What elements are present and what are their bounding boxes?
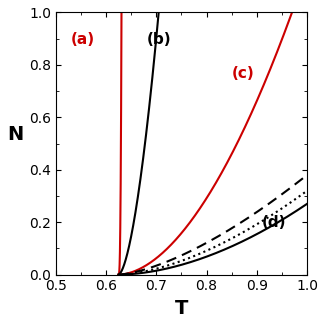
- Text: (d): (d): [262, 215, 286, 230]
- X-axis label: T: T: [175, 299, 188, 318]
- Y-axis label: N: N: [7, 124, 23, 144]
- Text: (c): (c): [232, 66, 254, 81]
- Text: (a): (a): [71, 32, 95, 47]
- Text: (b): (b): [146, 32, 171, 47]
